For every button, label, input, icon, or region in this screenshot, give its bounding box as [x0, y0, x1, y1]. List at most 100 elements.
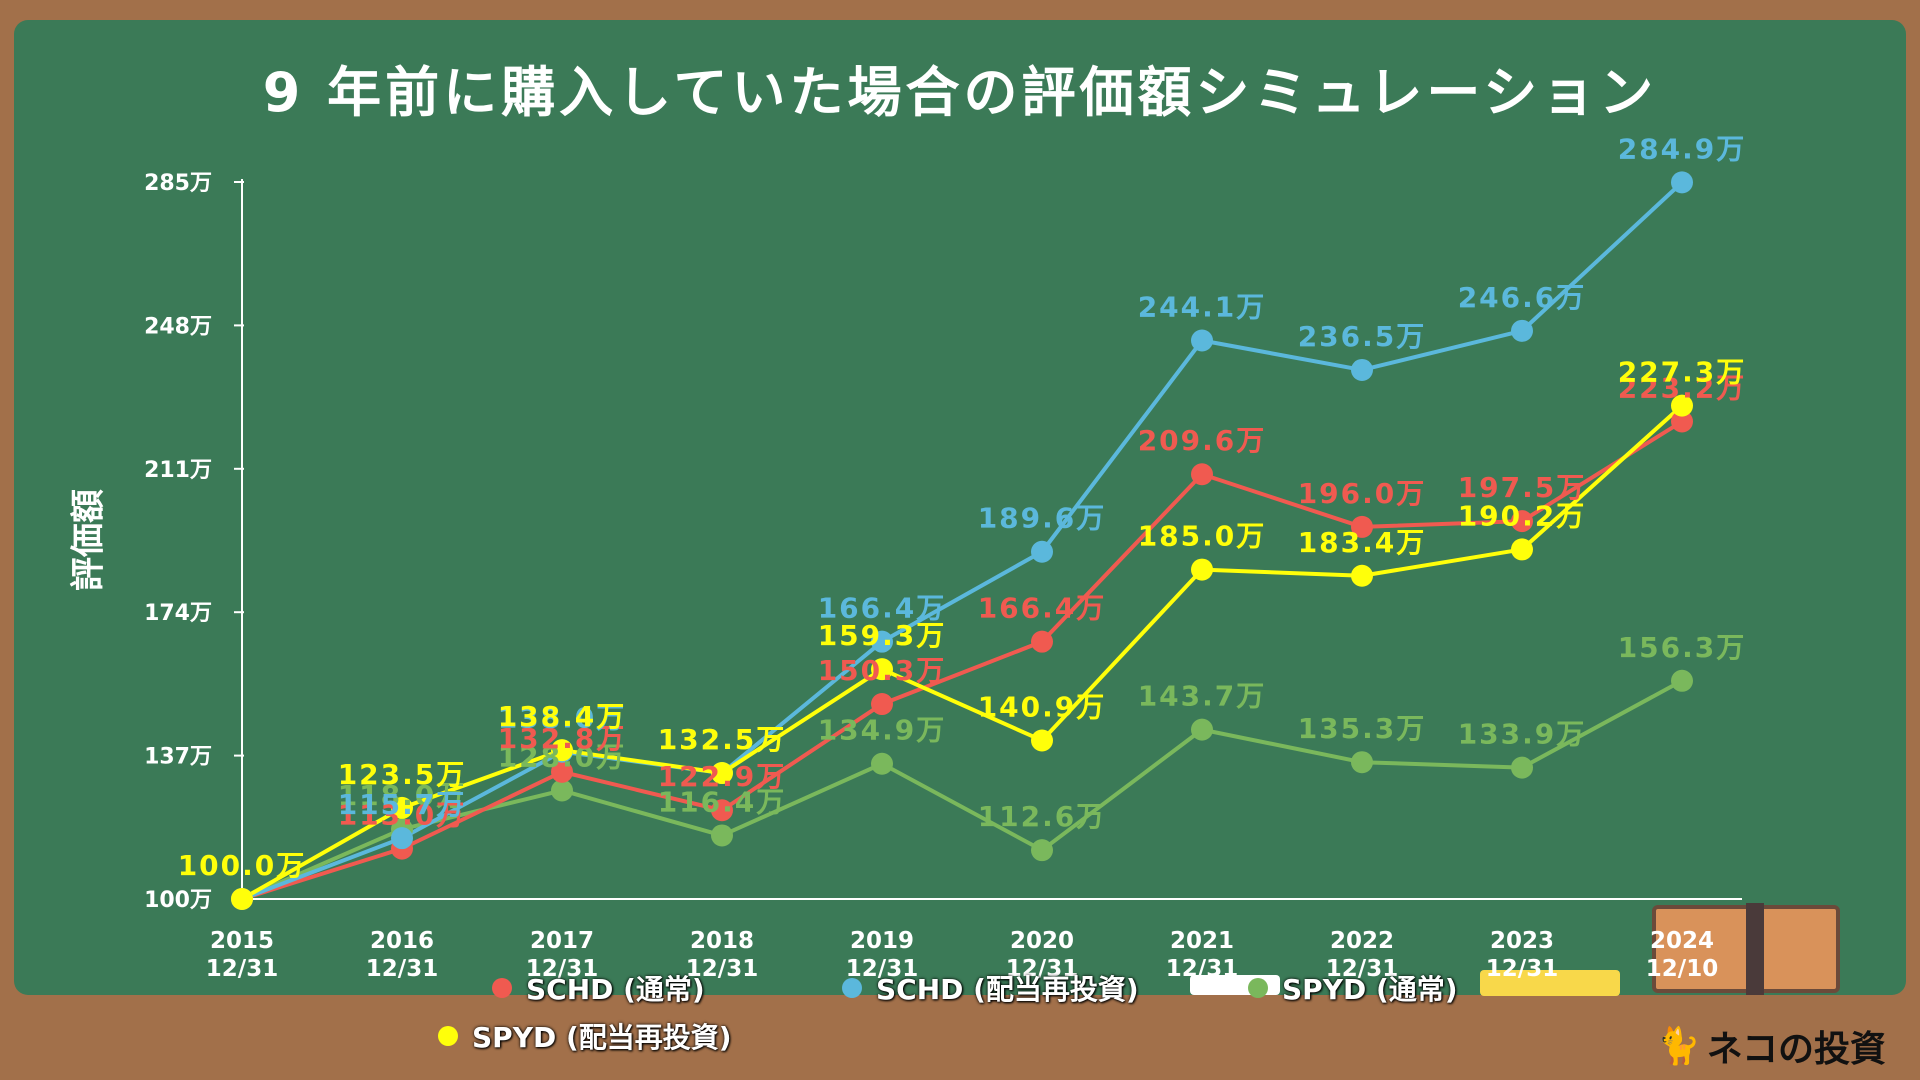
chalkboard — [14, 20, 1906, 995]
data-label: 132.8万 — [498, 722, 627, 755]
y-tick-label: 174万 — [144, 601, 212, 626]
data-label: 132.5万 — [658, 723, 787, 756]
book-icon — [1652, 903, 1840, 995]
data-label: 244.1万 — [1138, 291, 1267, 324]
x-tick-label: 12/10 — [1646, 956, 1718, 982]
data-label: 123.5万 — [338, 758, 467, 791]
data-label: 223.2万 — [1618, 372, 1747, 405]
data-label: 133.9万 — [1458, 718, 1587, 751]
data-point — [1671, 394, 1693, 417]
data-point — [1511, 510, 1533, 533]
book-spine — [1746, 903, 1764, 995]
x-tick-label: 12/31 — [1486, 956, 1558, 982]
legend-label-schd-drip: SCHD (配当再投資) — [876, 973, 1139, 1006]
data-label: 156.3万 — [1618, 631, 1747, 664]
brand-logo: 🐈 ネコの投資 — [1656, 1020, 1886, 1072]
y-tick-label: 285万 — [144, 171, 212, 196]
x-tick-label: 12/31 — [686, 956, 758, 982]
data-label: 227.3万 — [1618, 356, 1747, 389]
x-tick-label: 2015 — [210, 928, 274, 954]
series-line — [241, 419, 1684, 901]
data-label: 112.6万 — [978, 800, 1107, 833]
data-point — [1191, 718, 1213, 741]
chalk-ledge — [0, 995, 1920, 1080]
data-point — [1671, 171, 1693, 194]
data-label: 166.4万 — [818, 592, 947, 625]
legend-item-spyd: SPYD (通常) — [1248, 968, 1458, 1008]
data-point — [1031, 839, 1053, 862]
data-label: 189.6万 — [978, 502, 1107, 535]
legend-dot-schd-drip — [842, 978, 862, 998]
data-label: 138.0万 — [498, 702, 627, 735]
data-point — [1031, 729, 1053, 752]
x-tick-label: 2024 — [1650, 928, 1714, 954]
legend-dot-schd — [492, 978, 512, 998]
data-label: 118.0万 — [338, 779, 467, 812]
data-label: 100.0万 — [178, 849, 307, 882]
chart-title: 9 年前に購入していた場合の評価額シミュレーション — [262, 61, 1658, 124]
x-tick-label: 12/31 — [1166, 956, 1238, 982]
data-label: 140.9万 — [978, 690, 1107, 723]
data-point — [871, 693, 893, 716]
cat-icon: 🐈 — [1655, 1026, 1701, 1067]
data-point — [1351, 515, 1373, 538]
x-tick-label: 2020 — [1010, 928, 1074, 954]
data-point — [871, 630, 893, 653]
brand-name: ネコの投資 — [1706, 1029, 1886, 1070]
data-label: 143.7万 — [1138, 680, 1267, 713]
data-label: 150.3万 — [818, 654, 947, 687]
x-tick-label: 12/31 — [846, 956, 918, 982]
data-label: 128.0万 — [498, 740, 627, 773]
data-point — [1191, 329, 1213, 352]
data-label: 113.0万 — [338, 799, 467, 832]
data-point — [871, 658, 893, 681]
x-tick-label: 2022 — [1330, 928, 1394, 954]
data-label: 132.5万 — [658, 723, 787, 756]
x-tick-label: 12/31 — [206, 956, 278, 982]
data-label: 183.4万 — [1298, 526, 1427, 559]
data-point — [1031, 630, 1053, 653]
data-label: 138.4万 — [498, 700, 627, 733]
legend-label-spyd: SPYD (通常) — [1282, 973, 1458, 1006]
data-label: 122.9万 — [658, 760, 787, 793]
data-label: 190.2万 — [1458, 499, 1587, 532]
data-label: 135.3万 — [1298, 712, 1427, 745]
legend-dot-spyd-drip — [438, 1026, 458, 1046]
x-tick-label: 2016 — [370, 928, 434, 954]
x-tick-label: 12/31 — [526, 956, 598, 982]
x-tick-label: 2018 — [690, 928, 754, 954]
data-point — [1351, 564, 1373, 587]
data-point — [551, 779, 573, 802]
y-tick-label: 248万 — [144, 314, 212, 339]
data-point — [1031, 540, 1053, 563]
data-point — [1351, 358, 1373, 381]
chalk-piece-yellow — [1480, 970, 1620, 996]
legend-item-spyd-drip: SPYD (配当再投資) — [438, 1016, 732, 1056]
data-label: 246.6万 — [1458, 281, 1587, 314]
data-point — [1511, 538, 1533, 561]
legend-label-spyd-drip: SPYD (配当再投資) — [472, 1021, 732, 1054]
data-point — [551, 739, 573, 762]
x-tick-label: 12/31 — [366, 956, 438, 982]
data-label: 166.4万 — [978, 592, 1107, 625]
data-point — [391, 827, 413, 850]
data-label: 284.9万 — [1618, 132, 1747, 165]
data-point — [1511, 756, 1533, 779]
data-point — [711, 799, 733, 822]
data-point — [231, 888, 253, 910]
data-point — [1191, 558, 1213, 581]
data-point — [1671, 410, 1693, 433]
y-tick-label: 211万 — [144, 458, 212, 483]
data-point — [711, 762, 733, 785]
x-tick-label: 2017 — [530, 928, 594, 954]
legend-item-schd-drip: SCHD (配当再投資) — [842, 968, 1139, 1008]
x-tick-label: 12/31 — [1006, 956, 1078, 982]
data-point — [1511, 319, 1533, 342]
y-tick-label: 137万 — [144, 745, 212, 770]
data-point — [871, 752, 893, 775]
data-label: 209.6万 — [1138, 424, 1267, 457]
x-tick-label: 2021 — [1170, 928, 1234, 954]
x-tick-label: 2023 — [1490, 928, 1554, 954]
